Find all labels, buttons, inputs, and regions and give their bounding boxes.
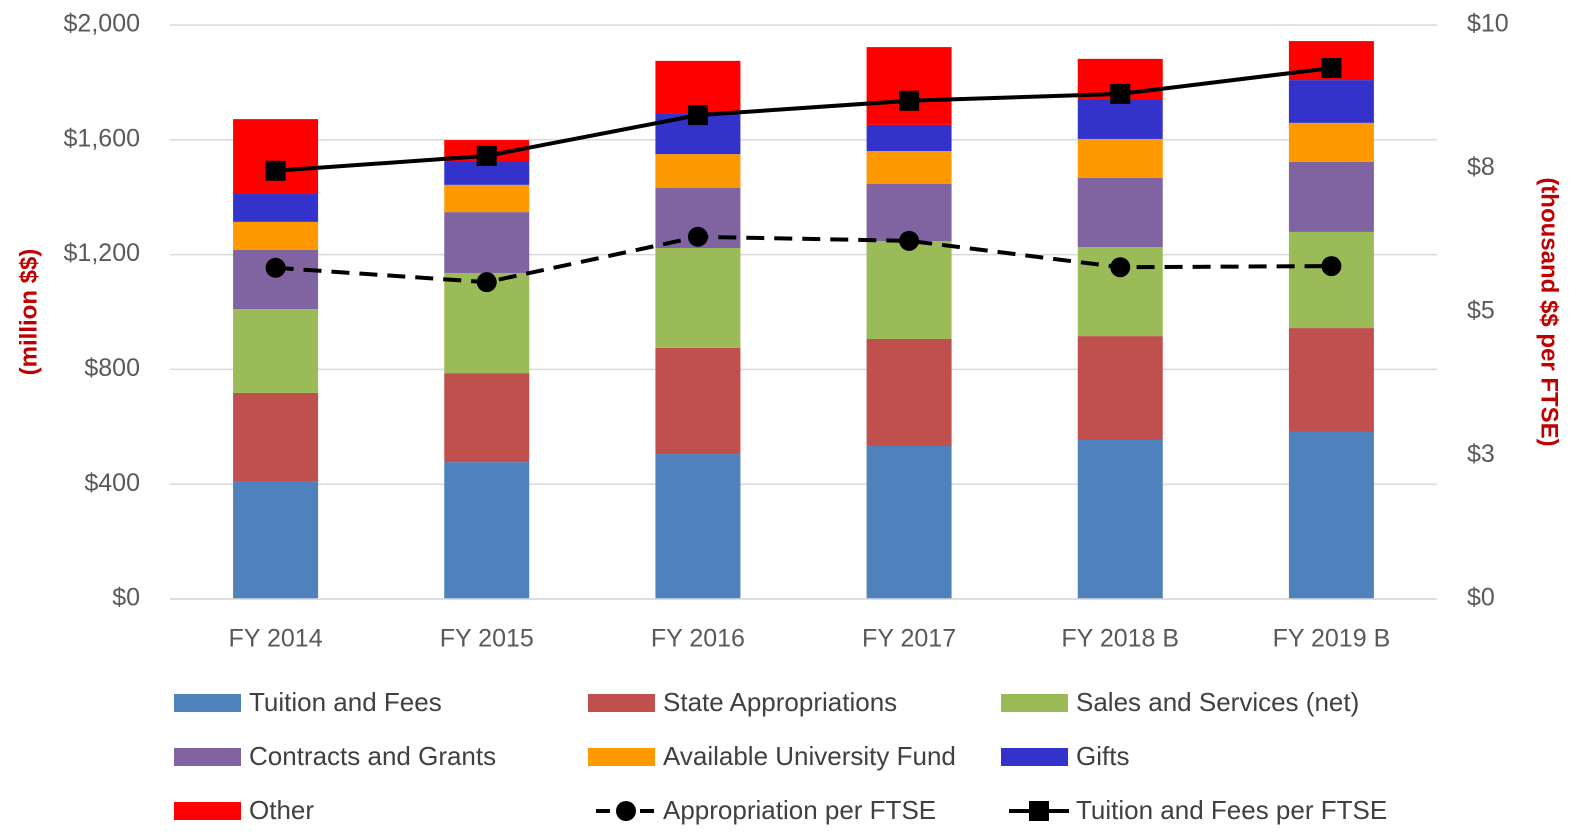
- y-tick-label: $1,600: [64, 124, 140, 152]
- line-marker: [265, 257, 286, 278]
- line-marker: [476, 145, 497, 166]
- bar-segment: [1288, 431, 1374, 599]
- bar-segment: [1288, 328, 1374, 432]
- bar-segment: [866, 446, 952, 599]
- line-marker: [1110, 257, 1131, 278]
- legend-label: Tuition and Fees per FTSE: [1076, 795, 1387, 825]
- y-tick-label: $1,200: [64, 239, 140, 267]
- bar-segment: [655, 347, 741, 455]
- y-tick-label: $400: [84, 469, 140, 497]
- legend-label: Available University Fund: [663, 741, 956, 771]
- y2-tick-label: $5: [1467, 297, 1495, 325]
- line: [275, 66, 1332, 173]
- y-tick-label: $2,000: [64, 10, 140, 38]
- line-marker: [899, 90, 920, 111]
- x-tick-label: FY 2019 B: [1273, 625, 1391, 653]
- legend-label: Tuition and Fees: [249, 687, 442, 717]
- bar-segment: [866, 338, 952, 447]
- y2-tick-label: $3: [1467, 440, 1495, 468]
- bar-segment: [444, 373, 530, 463]
- y2-axis-label: (thousand $$ per FTSE): [1536, 177, 1563, 446]
- legend-swatch: [174, 694, 241, 712]
- legend-swatch: [1001, 748, 1068, 766]
- legend-swatch: [1001, 694, 1068, 712]
- legend-label: Other: [249, 795, 314, 825]
- bar-segment: [1288, 80, 1374, 123]
- line-marker: [476, 272, 497, 293]
- bar-segment: [444, 184, 530, 213]
- bar-segment: [233, 194, 319, 222]
- line-marker: [687, 226, 708, 247]
- line-marker: [687, 105, 708, 126]
- y-tick-label: $0: [112, 584, 140, 612]
- y2-tick-label: $10: [1467, 10, 1509, 38]
- x-tick-label: FY 2016: [651, 625, 745, 653]
- legend-swatch: [174, 802, 241, 820]
- legend-label: State Appropriations: [663, 687, 897, 717]
- legend-label: Gifts: [1076, 741, 1129, 771]
- bar-segment: [1288, 231, 1374, 329]
- bar-segment: [866, 124, 952, 151]
- bar-segment: [1077, 336, 1163, 441]
- bar-segment: [1077, 99, 1163, 139]
- bar-segment: [233, 309, 319, 393]
- legend-swatch: [588, 748, 655, 766]
- y2-tick-label: $8: [1467, 153, 1495, 181]
- bar-segment: [655, 247, 741, 348]
- bar-segment: [1288, 161, 1374, 232]
- x-tick-label: FY 2018 B: [1061, 625, 1179, 653]
- line-marker: [1110, 83, 1131, 104]
- bar-segment: [866, 47, 952, 125]
- y2-tick-label: $0: [1467, 584, 1495, 612]
- y-axis-label: (million $$): [15, 249, 42, 376]
- legend-marker: [1029, 801, 1049, 821]
- bar-segment: [444, 462, 530, 599]
- bar-segment: [866, 241, 952, 339]
- line-marker: [1321, 256, 1342, 277]
- bar-segment: [1077, 177, 1163, 248]
- legend-swatch: [588, 694, 655, 712]
- bar-segment: [233, 221, 319, 251]
- legend-swatch: [174, 748, 241, 766]
- bar-segment: [655, 454, 741, 599]
- y-tick-label: $800: [84, 354, 140, 382]
- line-marker: [1321, 58, 1342, 79]
- bar-segment: [1077, 440, 1163, 599]
- legend-label: Appropriation per FTSE: [663, 795, 936, 825]
- legend-marker: [616, 801, 636, 821]
- bar-segment: [233, 481, 319, 599]
- line-marker: [265, 160, 286, 181]
- bar-segment: [655, 154, 741, 189]
- legend-label: Contracts and Grants: [249, 741, 496, 771]
- line: [275, 234, 1332, 285]
- bar-segment: [233, 392, 319, 482]
- bar-segment: [444, 161, 530, 185]
- x-tick-label: FY 2015: [440, 625, 534, 653]
- bar-segment: [444, 212, 530, 273]
- x-tick-label: FY 2014: [229, 625, 323, 653]
- line-marker: [899, 230, 920, 251]
- legend-label: Sales and Services (net): [1076, 687, 1359, 717]
- bar-segment: [1077, 138, 1163, 178]
- x-tick-label: FY 2017: [862, 625, 956, 653]
- bar-segment: [233, 119, 319, 195]
- bar-segment: [866, 150, 952, 184]
- bar-segment: [1288, 122, 1374, 162]
